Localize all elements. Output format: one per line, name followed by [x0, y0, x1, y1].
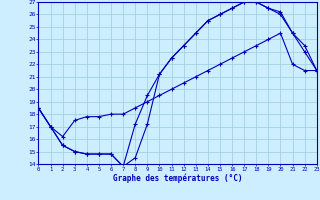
X-axis label: Graphe des températures (°C): Graphe des températures (°C): [113, 173, 242, 183]
